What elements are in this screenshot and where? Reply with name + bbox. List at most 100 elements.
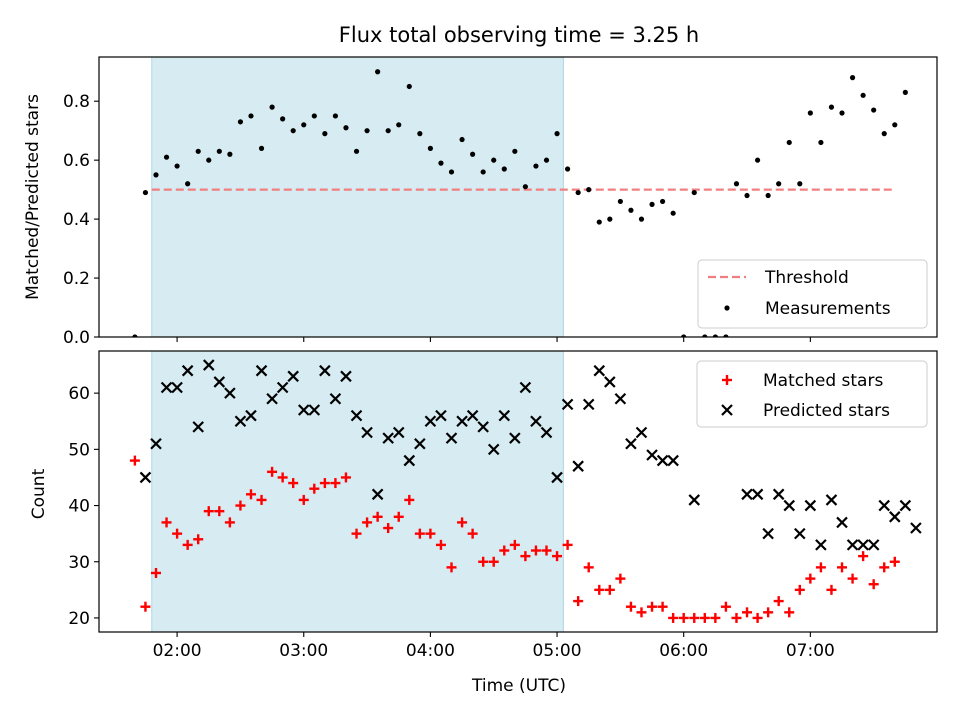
measurement-point: [586, 187, 592, 193]
matched-stars-point: [193, 534, 204, 545]
predicted-stars-point: [329, 392, 342, 405]
measurement-point: [290, 128, 296, 134]
matched-stars-point: [172, 528, 183, 539]
measurement-point: [533, 163, 539, 169]
predicted-stars-point: [656, 454, 669, 467]
bottom-shaded-region: [151, 350, 564, 633]
x-tick-label: 07:00: [786, 641, 835, 661]
measurement-point: [871, 107, 877, 113]
predicted-stars-point: [635, 426, 648, 439]
measurement-point: [575, 189, 581, 196]
predicted-stars-point: [424, 415, 437, 428]
matched-stars-point: [203, 506, 214, 517]
predicted-stars-point: [867, 539, 880, 551]
measurement-point: [638, 216, 645, 222]
predicted-stars-point: [509, 432, 521, 444]
predicted-stars-point: [477, 421, 489, 433]
matched-stars-point: [763, 607, 774, 618]
top-y-tick-label: 0.8: [63, 92, 90, 112]
matched-stars-point: [224, 517, 235, 528]
matched-stars-point: [678, 612, 689, 623]
bottom-y-tick-label: 30: [68, 553, 90, 573]
measurement-point: [459, 136, 465, 143]
matched-stars-point: [467, 528, 478, 539]
matched-stars-point: [182, 539, 193, 550]
matched-stars-point: [689, 612, 700, 623]
bottom-y-axis-label: Count: [29, 468, 49, 519]
measurement-point: [332, 113, 339, 119]
matched-stars-point: [562, 539, 573, 550]
matched-stars-point: [457, 517, 468, 528]
predicted-stars-point: [224, 387, 236, 399]
measurement-point: [797, 181, 803, 187]
matched-stars-point: [879, 562, 890, 573]
measurement-point: [881, 131, 887, 137]
predicted-stars-point: [308, 404, 321, 416]
matched-stars-point: [478, 556, 489, 567]
predicted-stars-point: [783, 499, 796, 512]
measurement-point: [681, 334, 687, 337]
matched-stars-point: [509, 539, 520, 550]
top-shaded-region: [151, 56, 564, 338]
matched-stars-point: [868, 579, 879, 590]
bottom-y-tick-label: 50: [68, 440, 90, 460]
measurement-point: [470, 151, 476, 157]
measurement-point: [554, 131, 560, 137]
bottom-axes-frame: [98, 350, 938, 633]
predicted-stars-point: [836, 516, 848, 529]
predicted-stars-point: [319, 364, 331, 377]
matched-stars-point: [636, 607, 647, 618]
measurement-point: [364, 128, 370, 134]
measurement-point: [269, 104, 275, 110]
measurement-point: [744, 192, 750, 199]
measurement-point: [174, 163, 180, 169]
matched-stars-point: [298, 494, 309, 505]
measurement-point: [596, 219, 602, 225]
matched-stars-point: [488, 556, 499, 567]
matched-stars-point: [267, 466, 278, 477]
measurement-point: [448, 169, 455, 175]
measurement-point: [691, 189, 697, 196]
measurement-point: [892, 122, 898, 128]
matched-stars-point: [277, 472, 288, 483]
predicted-stars-point: [435, 409, 447, 422]
measurement-point: [185, 181, 191, 187]
predicted-stars-point: [382, 432, 394, 444]
predicted-stars-point: [202, 359, 215, 371]
measurement-point: [543, 157, 550, 163]
matched-stars-point: [140, 601, 151, 612]
matched-stars-point: [583, 562, 594, 573]
predicted-stars-point: [445, 432, 458, 444]
measurement-point: [427, 145, 434, 151]
measurement-point: [607, 216, 613, 222]
measurement-point: [860, 92, 866, 98]
matched-stars-point: [699, 612, 710, 623]
matched-stars-point: [330, 478, 341, 489]
measurement-point: [301, 122, 307, 128]
matched-stars-point: [594, 584, 605, 595]
matched-stars-point: [414, 528, 425, 539]
predicted-stars-point: [498, 409, 511, 422]
predicted-stars-point: [456, 415, 468, 428]
bottom-legend-box: [696, 360, 928, 428]
matched-stars-point: [256, 494, 267, 505]
predicted-stars-point: [466, 409, 479, 422]
matched-stars-point: [383, 523, 394, 534]
predicted-stars-point: [171, 381, 183, 394]
measurement-point: [828, 104, 835, 110]
predicted-stars-point: [825, 494, 838, 506]
bottom-y-tick-label: 40: [68, 497, 90, 517]
measurement-point: [776, 181, 782, 187]
measurement-point: [522, 184, 528, 190]
predicted-stars-point: [192, 421, 204, 433]
predicted-stars-point: [234, 415, 247, 428]
x-tick-label: 06:00: [659, 641, 708, 661]
predicted-stars-point: [604, 376, 616, 388]
predicted-stars-point: [582, 398, 595, 411]
matched-stars-point: [604, 584, 615, 595]
x-tick-label: 02:00: [153, 641, 202, 661]
matched-stars-point: [245, 489, 256, 500]
matched-stars-point: [752, 612, 763, 623]
measurement-point: [786, 139, 792, 146]
